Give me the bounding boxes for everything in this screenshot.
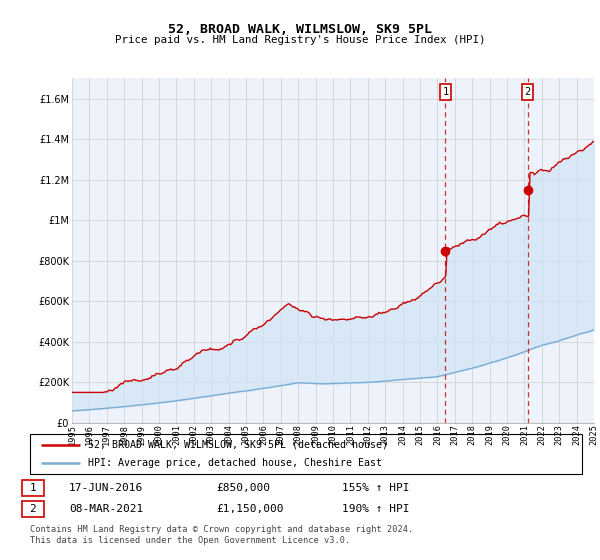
- Text: Price paid vs. HM Land Registry's House Price Index (HPI): Price paid vs. HM Land Registry's House …: [115, 35, 485, 45]
- Text: 190% ↑ HPI: 190% ↑ HPI: [342, 504, 409, 514]
- Text: £850,000: £850,000: [216, 483, 270, 493]
- Text: 52, BROAD WALK, WILMSLOW, SK9 5PL: 52, BROAD WALK, WILMSLOW, SK9 5PL: [168, 22, 432, 36]
- Text: 2: 2: [29, 504, 37, 514]
- Text: 2: 2: [524, 87, 530, 97]
- Text: 1: 1: [29, 483, 37, 493]
- Text: 08-MAR-2021: 08-MAR-2021: [69, 504, 143, 514]
- Text: 17-JUN-2016: 17-JUN-2016: [69, 483, 143, 493]
- Text: HPI: Average price, detached house, Cheshire East: HPI: Average price, detached house, Ches…: [88, 459, 382, 468]
- Text: £1,150,000: £1,150,000: [216, 504, 284, 514]
- Text: 155% ↑ HPI: 155% ↑ HPI: [342, 483, 409, 493]
- Text: Contains HM Land Registry data © Crown copyright and database right 2024.
This d: Contains HM Land Registry data © Crown c…: [30, 525, 413, 545]
- Text: 1: 1: [442, 87, 449, 97]
- Text: 52, BROAD WALK, WILMSLOW, SK9 5PL (detached house): 52, BROAD WALK, WILMSLOW, SK9 5PL (detac…: [88, 440, 388, 450]
